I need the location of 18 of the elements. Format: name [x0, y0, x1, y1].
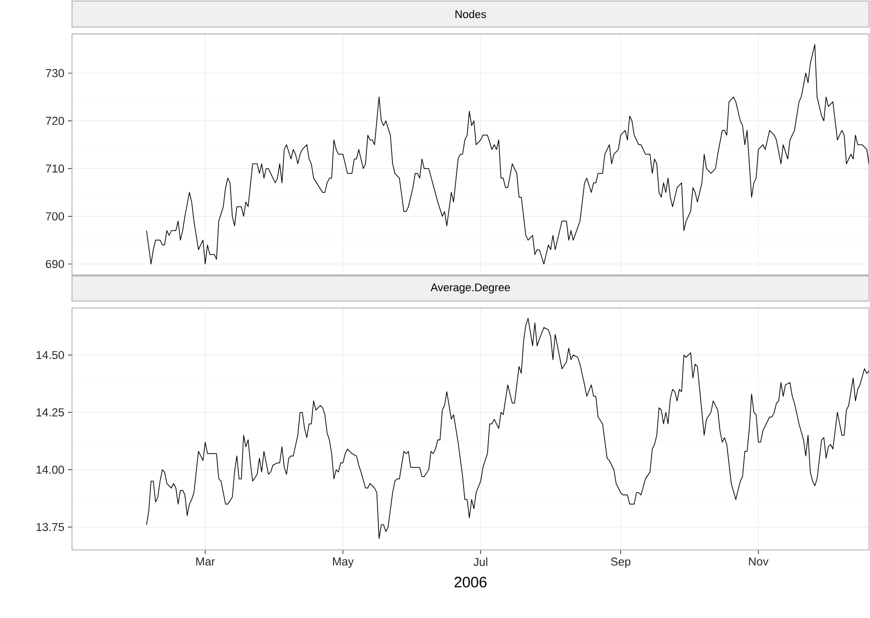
- y-tick-label: 710: [46, 164, 64, 173]
- y-tick-label: 730: [46, 69, 64, 78]
- line-series: [146, 44, 869, 264]
- x-tick-label: Sep: [610, 558, 630, 568]
- y-tick-label: 720: [46, 116, 64, 125]
- x-tick-label: Mar: [196, 558, 215, 566]
- y-tick-label: 690: [46, 260, 64, 268]
- y-tick-label: 14.25: [36, 408, 64, 416]
- x-axis-title: 2006: [454, 576, 487, 588]
- y-tick-label: 700: [46, 212, 64, 220]
- y-tick-label: 14.00: [36, 466, 64, 474]
- y-tick-label: 13.75: [36, 522, 64, 532]
- y-tick-label: 14.50: [36, 350, 64, 360]
- x-tick-label: Nov: [749, 558, 769, 566]
- chart-title: Nodes: [456, 10, 486, 18]
- x-tick-label: May: [333, 558, 354, 568]
- chart-title: Average.Degree: [430, 284, 510, 294]
- x-tick-label: Jul: [473, 558, 488, 566]
